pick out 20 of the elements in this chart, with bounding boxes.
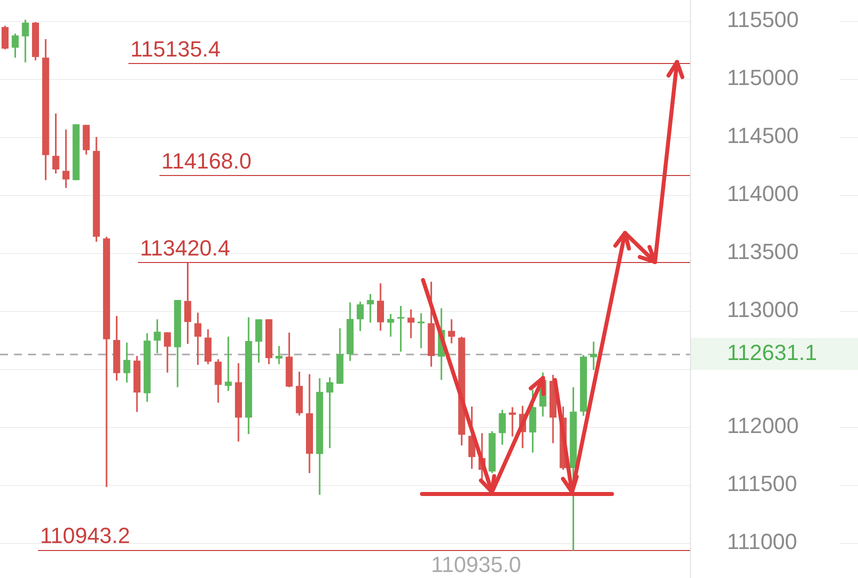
ref-line-label: 112631.1 bbox=[726, 340, 818, 365]
annotation: 110935.0 bbox=[431, 552, 522, 577]
y-tick-label: 115500 bbox=[727, 6, 799, 32]
y-tick-label: 113000 bbox=[727, 297, 799, 322]
ref-line-label: 114168.0 bbox=[161, 148, 252, 174]
y-tick-label: 113500 bbox=[727, 239, 799, 264]
y-tick-label: 114000 bbox=[727, 181, 799, 206]
ref-line-label: 113420.4 bbox=[140, 235, 230, 260]
y-tick-label: 115000 bbox=[727, 64, 799, 90]
candlestick bbox=[448, 319, 456, 344]
y-tick-label: 111500 bbox=[727, 471, 798, 496]
candlestick bbox=[397, 306, 404, 352]
ref-line-label: 110943.2 bbox=[40, 522, 130, 548]
y-tick-label: 112000 bbox=[727, 413, 799, 438]
y-tick-label: 111000 bbox=[727, 529, 798, 554]
candlestick bbox=[276, 346, 283, 364]
candlestick bbox=[407, 309, 414, 338]
y-tick-label: 114500 bbox=[727, 123, 799, 148]
candlestick bbox=[62, 130, 70, 188]
ref-line-label: 115135.4 bbox=[130, 36, 220, 62]
